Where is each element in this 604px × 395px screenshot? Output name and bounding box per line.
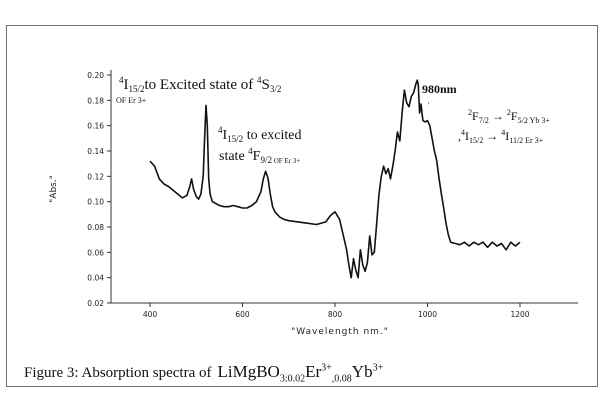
y-tick-label: 0.10: [87, 198, 104, 207]
x-tick-label: 600: [235, 310, 250, 319]
y-tick-label: 0.06: [87, 248, 104, 257]
absorption-series-line: [149, 79, 521, 279]
y-tick-label: 0.20: [87, 71, 104, 80]
y-tick-label: 0.18: [87, 96, 104, 105]
annotation-s32-ion: OF Er 3+: [116, 96, 147, 105]
ticks: 0.02 0.04 0.06 0.08 0.10 0.12 0.14 0.16 0.18 0.20…: [87, 71, 529, 319]
x-tick-label: 800: [328, 310, 343, 319]
peak-label: 980nm: [422, 82, 457, 96]
y-tick-label: 0.02: [87, 299, 104, 308]
series: [149, 79, 521, 279]
x-axis-title: "Wavelength nm.": [291, 327, 389, 337]
y-tick-label: 0.08: [87, 223, 104, 232]
x-tick-label: 400: [143, 310, 158, 319]
caption-formula: LiMgBO3:0.02Er3+,0.08Yb3+: [217, 362, 384, 385]
y-tick-label: 0.14: [87, 147, 104, 156]
transition-yb: 2F7/2 → 2F5/2 Yb 3+: [468, 108, 550, 125]
y-tick-label: 0.04: [87, 274, 104, 283]
figure-caption: Figure 3: Absorption spectra of LiMgBO3:0…: [24, 362, 584, 384]
y-axis-title: "Abs.": [49, 175, 59, 203]
transition-er: ,4I15/2 → 4I11/2 Er 3+: [458, 128, 544, 145]
annotation-f92-line2: state 4F9/2 OF Er 3+: [219, 146, 300, 165]
peak-marker: ': [428, 101, 430, 110]
x-tick-label: 1000: [418, 310, 437, 319]
figure-frame: [6, 25, 598, 387]
caption-prefix: Figure 3: Absorption spectra of: [24, 365, 212, 381]
annotation-s32: 4I15/2to Excited state of 4S3/2: [119, 75, 281, 94]
x-tick-label: 1200: [510, 310, 529, 319]
y-tick-label: 0.16: [87, 122, 104, 131]
y-tick-label: 0.12: [87, 172, 104, 181]
axes: [110, 70, 578, 304]
annotation-f92: 4I15/2 to excited: [218, 125, 302, 144]
